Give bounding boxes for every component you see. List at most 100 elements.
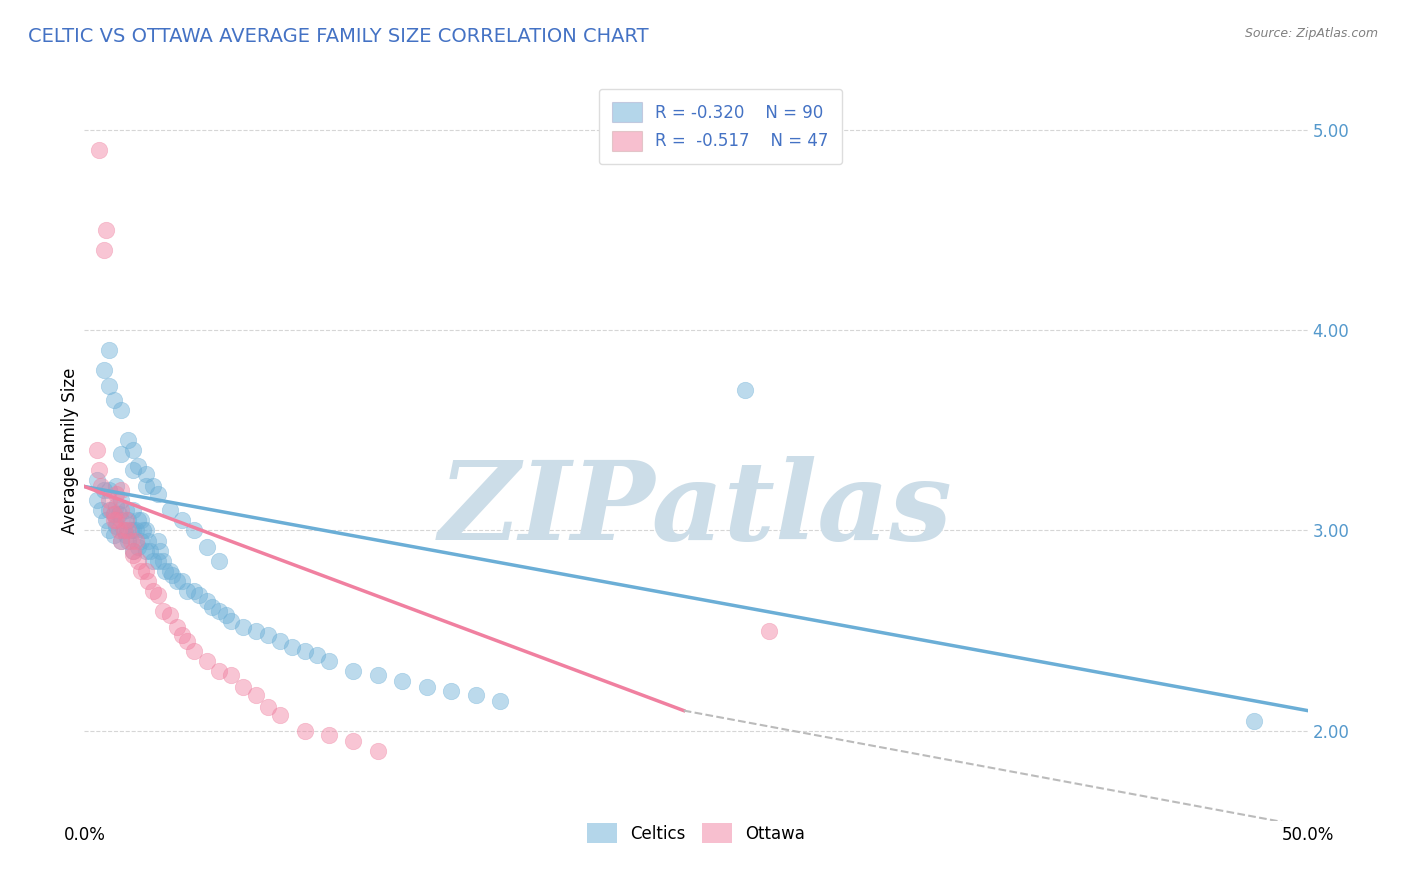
- Point: [93, 244, 115, 258]
- Point: [87, 144, 110, 158]
- Point: [122, 443, 145, 458]
- Point: [97, 379, 120, 393]
- Legend: Celtics, Ottawa: Celtics, Ottawa: [574, 810, 818, 856]
- Point: [96, 223, 118, 237]
- Point: [103, 508, 125, 522]
- Point: [115, 503, 138, 517]
- Point: [162, 567, 184, 582]
- Point: [105, 500, 128, 514]
- Point: [103, 393, 125, 408]
- Point: [135, 543, 157, 558]
- Point: [183, 583, 205, 598]
- Point: [489, 693, 512, 707]
- Point: [103, 508, 125, 522]
- Point: [142, 553, 165, 567]
- Point: [107, 524, 129, 538]
- Point: [110, 514, 132, 528]
- Point: [142, 479, 165, 493]
- Point: [294, 643, 316, 657]
- Text: Source: ZipAtlas.com: Source: ZipAtlas.com: [1244, 27, 1378, 40]
- Y-axis label: Average Family Size: Average Family Size: [60, 368, 79, 533]
- Point: [464, 688, 486, 702]
- Point: [117, 514, 139, 528]
- Point: [136, 574, 159, 588]
- Point: [122, 503, 145, 517]
- Point: [110, 447, 132, 461]
- Point: [135, 479, 157, 493]
- Point: [127, 459, 149, 474]
- Point: [195, 593, 218, 607]
- Point: [215, 607, 238, 622]
- Point: [142, 583, 165, 598]
- Point: [269, 707, 291, 722]
- Point: [153, 564, 176, 578]
- Point: [122, 463, 145, 477]
- Point: [146, 487, 169, 501]
- Point: [281, 640, 304, 654]
- Point: [127, 540, 149, 554]
- Point: [245, 624, 267, 638]
- Point: [97, 483, 120, 498]
- Point: [135, 524, 157, 538]
- Point: [232, 680, 254, 694]
- Point: [86, 474, 108, 488]
- Point: [166, 619, 188, 633]
- Point: [93, 483, 115, 498]
- Point: [90, 503, 112, 517]
- Point: [200, 599, 222, 614]
- Point: [117, 524, 139, 538]
- Point: [127, 553, 149, 567]
- Point: [146, 533, 169, 548]
- Point: [135, 564, 157, 578]
- Point: [86, 443, 108, 458]
- Text: CELTIC VS OTTAWA AVERAGE FAMILY SIZE CORRELATION CHART: CELTIC VS OTTAWA AVERAGE FAMILY SIZE COR…: [28, 27, 648, 45]
- Point: [110, 403, 132, 417]
- Point: [96, 514, 118, 528]
- Point: [122, 524, 145, 538]
- Point: [103, 527, 125, 541]
- Point: [176, 583, 198, 598]
- Point: [176, 633, 198, 648]
- Point: [318, 654, 340, 668]
- Point: [120, 524, 142, 538]
- Point: [105, 487, 128, 501]
- Point: [115, 527, 138, 541]
- Point: [152, 553, 174, 567]
- Point: [136, 533, 159, 548]
- Point: [110, 493, 132, 508]
- Point: [86, 493, 108, 508]
- Point: [117, 533, 139, 548]
- Point: [305, 648, 328, 662]
- Point: [97, 493, 120, 508]
- Point: [245, 688, 267, 702]
- Point: [115, 514, 138, 528]
- Point: [146, 588, 169, 602]
- Point: [125, 533, 148, 548]
- Point: [120, 533, 142, 548]
- Point: [257, 699, 280, 714]
- Point: [294, 723, 316, 738]
- Point: [129, 514, 152, 528]
- Point: [97, 524, 120, 538]
- Point: [105, 479, 128, 493]
- Point: [391, 673, 413, 688]
- Point: [93, 363, 115, 377]
- Point: [367, 667, 389, 681]
- Point: [132, 524, 155, 538]
- Point: [100, 503, 122, 517]
- Point: [159, 503, 181, 517]
- Point: [342, 664, 364, 678]
- Point: [122, 548, 145, 562]
- Point: [172, 627, 194, 641]
- Point: [342, 733, 364, 747]
- Point: [195, 540, 218, 554]
- Point: [135, 467, 157, 482]
- Point: [97, 343, 120, 358]
- Point: [105, 514, 128, 528]
- Point: [172, 514, 194, 528]
- Point: [734, 384, 756, 398]
- Point: [112, 524, 135, 538]
- Point: [127, 514, 149, 528]
- Point: [103, 514, 125, 528]
- Point: [232, 619, 254, 633]
